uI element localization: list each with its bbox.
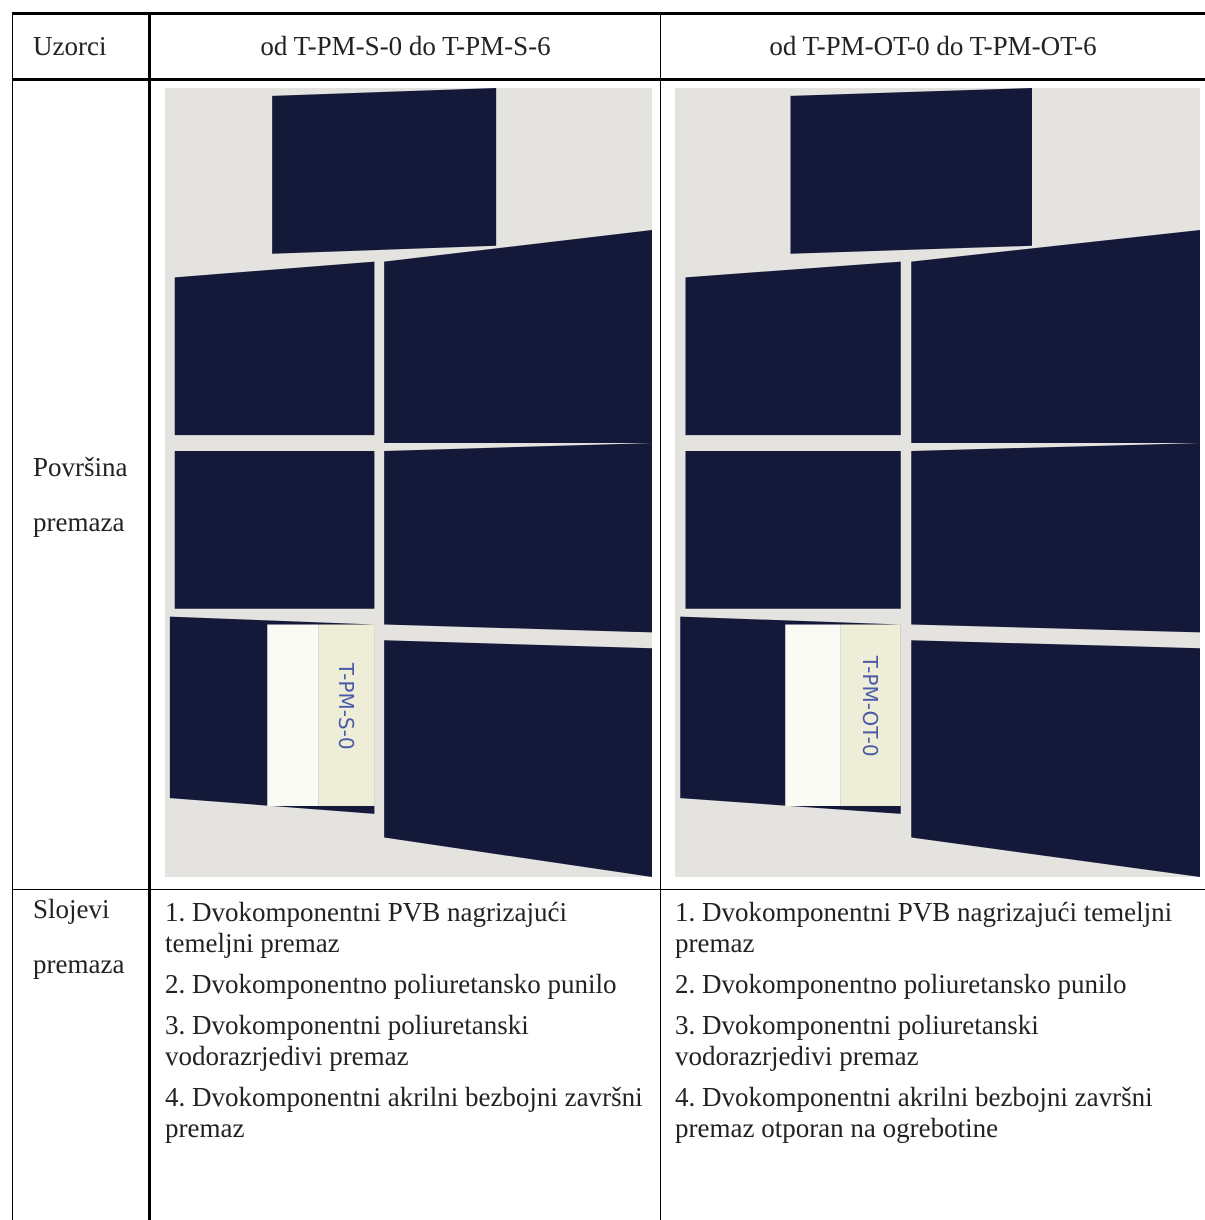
layer-item: 1. Dvokomponentni PVB nagrizajući temelj… bbox=[165, 897, 567, 958]
photo-label: T-PM-OT-0 bbox=[858, 655, 882, 757]
cream-card bbox=[318, 624, 375, 806]
panel bbox=[911, 443, 1200, 633]
header-cell: od T-PM-S-0 do T-PM-S-6 bbox=[260, 30, 551, 61]
layer-item: 2. Dvokomponentno poliuretansko punilo bbox=[165, 969, 617, 999]
border bbox=[12, 12, 13, 1220]
panel bbox=[790, 88, 1032, 254]
border bbox=[660, 12, 661, 1220]
photo: T-PM-S-0 bbox=[165, 88, 652, 877]
header-cell: od T-PM-OT-0 do T-PM-OT-6 bbox=[769, 30, 1097, 61]
layer-list: 1. Dvokomponentni PVB nagrizajući temelj… bbox=[675, 897, 1200, 1154]
panel bbox=[685, 450, 901, 609]
header-cell: Uzorci bbox=[33, 30, 107, 61]
layer-item: 3. Dvokomponentni poliuretanski vodorazr… bbox=[675, 1010, 1039, 1071]
panel bbox=[384, 230, 652, 444]
panel bbox=[384, 443, 652, 633]
panel bbox=[911, 640, 1200, 877]
row-label: Slojevi premaza bbox=[33, 894, 125, 979]
cream-card bbox=[840, 624, 901, 806]
panel bbox=[384, 640, 652, 877]
layer-item: 1. Dvokomponentni PVB nagrizajući temelj… bbox=[675, 897, 1173, 958]
border bbox=[12, 12, 1205, 15]
panel bbox=[174, 450, 375, 609]
layer-list: 1. Dvokomponentni PVB nagrizajući temelj… bbox=[165, 897, 655, 1154]
photo-label: T-PM-S-0 bbox=[334, 662, 358, 750]
layer-item: 2. Dvokomponentno poliuretansko punilo bbox=[675, 969, 1127, 999]
panel bbox=[174, 261, 375, 436]
border bbox=[12, 78, 1205, 81]
panel bbox=[272, 88, 497, 254]
border bbox=[148, 12, 151, 1220]
panel bbox=[685, 261, 901, 436]
layer-item: 3. Dvokomponentni poliuretanski vodorazr… bbox=[165, 1010, 529, 1071]
panel bbox=[911, 230, 1200, 444]
layer-item: 4. Dvokomponentni akrilni bezbojni završ… bbox=[165, 1082, 643, 1143]
white-card bbox=[785, 624, 841, 806]
layer-item: 4. Dvokomponentni akrilni bezbojni završ… bbox=[675, 1082, 1153, 1143]
row-label: Površina premaza bbox=[33, 452, 128, 537]
white-card bbox=[267, 624, 319, 806]
border bbox=[12, 889, 1205, 890]
photo: T-PM-OT-0 bbox=[675, 88, 1200, 877]
